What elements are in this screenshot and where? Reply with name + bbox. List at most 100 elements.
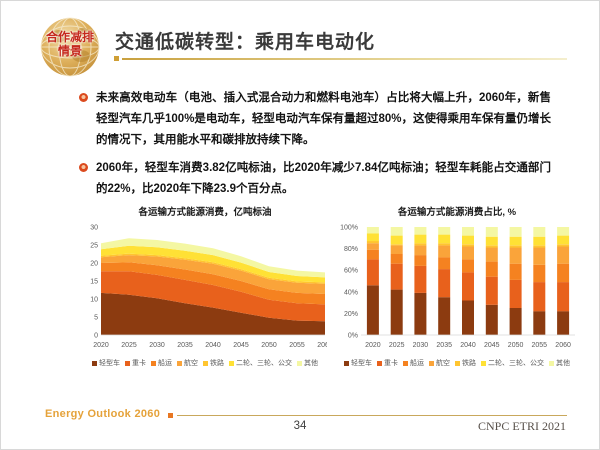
legend-swatch-icon (344, 360, 349, 366)
area-chart: 各运输方式能源消费，亿吨标油 0 5 10 15 20 25 30 2020 2025 2030 2… (83, 204, 333, 368)
bullet-icon (79, 162, 88, 172)
svg-text:2060: 2060 (317, 342, 327, 349)
area-chart-svg: 0 5 10 15 20 25 30 2020 2025 2030 2035 2040 2045 2050… (83, 219, 333, 356)
legend-label: 轻型车 (99, 360, 120, 367)
legend-label: 航空 (184, 360, 198, 367)
bullet-text: 2060年，轻型车消费3.82亿吨标油，比2020年减少7.84亿吨标油；轻型车… (96, 161, 551, 195)
svg-text:2040: 2040 (205, 342, 221, 349)
legend-label: 铁路 (462, 360, 476, 367)
svg-text:2025: 2025 (121, 342, 137, 349)
legend-label: 二轮、三轮、公交 (236, 360, 292, 367)
legend-item: 铁路 (455, 358, 476, 368)
legend-swatch-icon (229, 360, 234, 366)
footer-square-icon (168, 413, 173, 418)
bar-chart-legend: 轻型车 重卡 船运 航空 铁路 二轮、三轮、公交 其他 (335, 358, 579, 368)
legend-item: 航空 (429, 358, 450, 368)
legend-swatch-icon (429, 360, 434, 366)
svg-text:2035: 2035 (436, 342, 452, 349)
svg-text:2050: 2050 (508, 342, 524, 349)
svg-text:20: 20 (90, 261, 98, 268)
bar-chart: 各运输方式能源消费占比, % 0% 20% 40% 60% 80% 100% 2020 202… (335, 204, 579, 368)
svg-text:2020: 2020 (365, 342, 381, 349)
legend-item: 轻型车 (92, 358, 120, 368)
globe-icon (39, 17, 101, 82)
legend-swatch-icon (403, 360, 408, 366)
legend-item: 航空 (177, 358, 198, 368)
legend-label: 航空 (436, 360, 450, 367)
logo-text: 合作减排 情景 (39, 30, 101, 58)
legend-item: 重卡 (125, 358, 146, 368)
svg-text:25: 25 (90, 243, 98, 250)
legend-item: 轻型车 (344, 358, 372, 368)
bullet-item: 2060年，轻型车消费3.82亿吨标油，比2020年减少7.84亿吨标油；轻型车… (79, 158, 551, 200)
legend-swatch-icon (203, 360, 208, 366)
legend-swatch-icon (151, 360, 156, 366)
legend-label: 铁路 (210, 360, 224, 367)
legend-swatch-icon (177, 360, 182, 366)
svg-text:2045: 2045 (484, 342, 500, 349)
footer-brand: Energy Outlook 2060 (45, 408, 161, 420)
legend-label: 船运 (158, 360, 172, 367)
svg-text:40%: 40% (344, 289, 358, 296)
svg-text:2055: 2055 (289, 342, 305, 349)
legend-item: 其他 (549, 358, 570, 368)
legend-label: 重卡 (132, 360, 146, 367)
legend-item: 船运 (151, 358, 172, 368)
svg-text:2050: 2050 (261, 342, 277, 349)
svg-text:2025: 2025 (389, 342, 405, 349)
legend-label: 二轮、三轮、公交 (488, 360, 544, 367)
legend-label: 船运 (410, 360, 424, 367)
footer-credit: CNPC ETRI 2021 (477, 419, 566, 433)
legend-label: 其他 (304, 360, 318, 367)
svg-text:60%: 60% (344, 268, 358, 275)
svg-text:80%: 80% (344, 246, 358, 253)
svg-text:20%: 20% (344, 311, 358, 318)
charts-row: 各运输方式能源消费，亿吨标油 0 5 10 15 20 25 30 2020 2025 2030 2… (83, 204, 579, 368)
legend-item: 其他 (297, 358, 318, 368)
footer-divider-line (177, 415, 567, 416)
legend-item: 重卡 (377, 358, 398, 368)
svg-text:2030: 2030 (149, 342, 165, 349)
svg-text:0%: 0% (348, 333, 358, 340)
legend-swatch-icon (455, 360, 460, 366)
svg-text:2030: 2030 (413, 342, 429, 349)
svg-text:2020: 2020 (93, 342, 109, 349)
area-chart-title: 各运输方式能源消费，亿吨标油 (138, 207, 272, 218)
legend-swatch-icon (481, 360, 486, 366)
title-underline (122, 58, 567, 60)
svg-text:2055: 2055 (532, 342, 548, 349)
bullet-item: 未来高效电动车（电池、插入式混合动力和燃料电池车）占比将大幅上升，2060年，新… (79, 88, 551, 151)
svg-text:2035: 2035 (177, 342, 193, 349)
legend-label: 轻型车 (351, 360, 372, 367)
svg-text:30: 30 (90, 225, 98, 232)
bullet-list: 未来高效电动车（电池、插入式混合动力和燃料电池车）占比将大幅上升，2060年，新… (79, 88, 551, 207)
bar-chart-title: 各运输方式能源消费占比, % (397, 207, 517, 218)
bullet-text: 未来高效电动车（电池、插入式混合动力和燃料电池车）占比将大幅上升，2060年，新… (96, 92, 551, 146)
legend-swatch-icon (377, 360, 382, 366)
logo: 合作减排 情景 (39, 16, 101, 78)
legend-swatch-icon (125, 360, 130, 366)
title-underline-square-icon (114, 56, 119, 61)
bar-chart-svg: 0% 20% 40% 60% 80% 100% 2020 2025 2030 2035 2040 20… (335, 219, 579, 356)
area-chart-legend: 轻型车 重卡 船运 航空 铁路 二轮、三轮、公交 其他 (83, 358, 327, 368)
logo-text-line2: 情景 (57, 44, 82, 58)
legend-swatch-icon (549, 360, 554, 366)
legend-item: 铁路 (203, 358, 224, 368)
legend-item: 二轮、三轮、公交 (229, 358, 292, 368)
logo-text-line1: 合作减排 (45, 30, 94, 44)
legend-label: 其他 (556, 360, 570, 367)
page-title: 交通低碳转型：乘用车电动化 (115, 32, 376, 53)
svg-text:15: 15 (90, 279, 98, 286)
svg-text:2040: 2040 (460, 342, 476, 349)
svg-text:2045: 2045 (233, 342, 249, 349)
legend-swatch-icon (297, 360, 302, 366)
svg-text:10: 10 (90, 297, 98, 304)
bullet-icon (79, 93, 88, 102)
legend-label: 重卡 (384, 360, 398, 367)
legend-item: 二轮、三轮、公交 (481, 358, 544, 368)
svg-text:2060: 2060 (555, 342, 571, 349)
svg-text:5: 5 (94, 315, 98, 322)
svg-text:100%: 100% (340, 225, 358, 232)
legend-item: 船运 (403, 358, 424, 368)
